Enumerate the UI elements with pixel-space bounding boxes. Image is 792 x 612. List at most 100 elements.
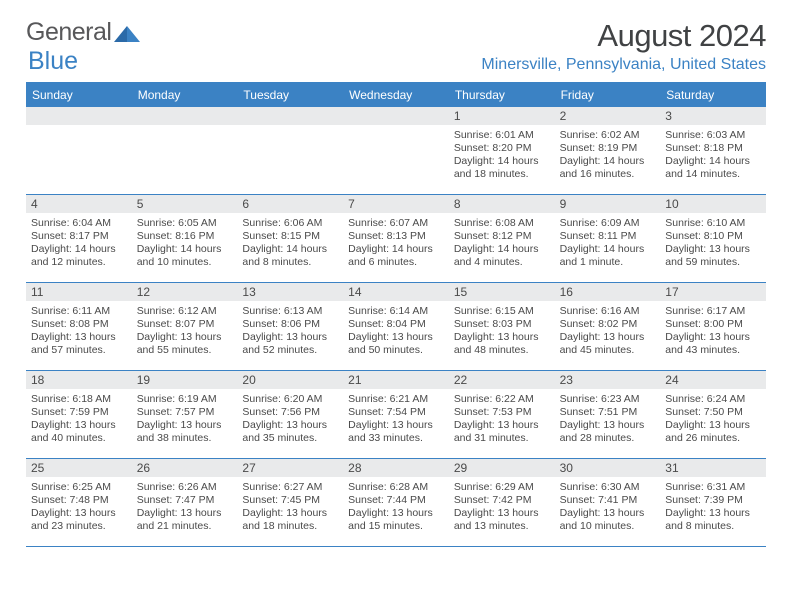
calendar-cell: 10Sunrise: 6:10 AMSunset: 8:10 PMDayligh… xyxy=(660,195,766,283)
day-details: Sunrise: 6:12 AMSunset: 8:07 PMDaylight:… xyxy=(132,301,238,361)
calendar-cell: 27Sunrise: 6:27 AMSunset: 7:45 PMDayligh… xyxy=(237,459,343,547)
calendar-cell xyxy=(132,107,238,195)
day-details: Sunrise: 6:17 AMSunset: 8:00 PMDaylight:… xyxy=(660,301,766,361)
day-details: Sunrise: 6:03 AMSunset: 8:18 PMDaylight:… xyxy=(660,125,766,185)
calendar-cell: 2Sunrise: 6:02 AMSunset: 8:19 PMDaylight… xyxy=(555,107,661,195)
calendar-cell: 14Sunrise: 6:14 AMSunset: 8:04 PMDayligh… xyxy=(343,283,449,371)
logo: General xyxy=(26,18,140,47)
day-number: 8 xyxy=(449,195,555,213)
day-details: Sunrise: 6:01 AMSunset: 8:20 PMDaylight:… xyxy=(449,125,555,185)
calendar-cell xyxy=(26,107,132,195)
month-title: August 2024 xyxy=(481,18,766,54)
header: General August 2024 Minersville, Pennsyl… xyxy=(26,18,766,74)
day-number: 9 xyxy=(555,195,661,213)
weekday-header: Wednesday xyxy=(343,84,449,107)
logo-text-1: General xyxy=(26,18,111,47)
day-details: Sunrise: 6:05 AMSunset: 8:16 PMDaylight:… xyxy=(132,213,238,273)
calendar-cell: 26Sunrise: 6:26 AMSunset: 7:47 PMDayligh… xyxy=(132,459,238,547)
calendar-cell xyxy=(343,107,449,195)
day-number: 15 xyxy=(449,283,555,301)
day-number: 16 xyxy=(555,283,661,301)
day-details: Sunrise: 6:19 AMSunset: 7:57 PMDaylight:… xyxy=(132,389,238,449)
day-number: 6 xyxy=(237,195,343,213)
day-details: Sunrise: 6:23 AMSunset: 7:51 PMDaylight:… xyxy=(555,389,661,449)
calendar: SundayMondayTuesdayWednesdayThursdayFrid… xyxy=(26,82,766,547)
day-number: 29 xyxy=(449,459,555,477)
day-details: Sunrise: 6:14 AMSunset: 8:04 PMDaylight:… xyxy=(343,301,449,361)
calendar-cell: 23Sunrise: 6:23 AMSunset: 7:51 PMDayligh… xyxy=(555,371,661,459)
day-number: 11 xyxy=(26,283,132,301)
location: Minersville, Pennsylvania, United States xyxy=(481,56,766,74)
calendar-cell: 11Sunrise: 6:11 AMSunset: 8:08 PMDayligh… xyxy=(26,283,132,371)
day-number: 14 xyxy=(343,283,449,301)
day-details: Sunrise: 6:22 AMSunset: 7:53 PMDaylight:… xyxy=(449,389,555,449)
calendar-cell: 1Sunrise: 6:01 AMSunset: 8:20 PMDaylight… xyxy=(449,107,555,195)
day-number: 23 xyxy=(555,371,661,389)
day-details: Sunrise: 6:10 AMSunset: 8:10 PMDaylight:… xyxy=(660,213,766,273)
day-number: 13 xyxy=(237,283,343,301)
day-details: Sunrise: 6:06 AMSunset: 8:15 PMDaylight:… xyxy=(237,213,343,273)
day-number: 27 xyxy=(237,459,343,477)
calendar-cell: 18Sunrise: 6:18 AMSunset: 7:59 PMDayligh… xyxy=(26,371,132,459)
weekday-header: Saturday xyxy=(660,84,766,107)
calendar-cell: 20Sunrise: 6:20 AMSunset: 7:56 PMDayligh… xyxy=(237,371,343,459)
calendar-cell: 13Sunrise: 6:13 AMSunset: 8:06 PMDayligh… xyxy=(237,283,343,371)
calendar-cell xyxy=(237,107,343,195)
weekday-header: Thursday xyxy=(449,84,555,107)
day-number: 3 xyxy=(660,107,766,125)
weekday-header: Friday xyxy=(555,84,661,107)
weekday-header: Tuesday xyxy=(237,84,343,107)
weekday-header: Sunday xyxy=(26,84,132,107)
calendar-cell: 3Sunrise: 6:03 AMSunset: 8:18 PMDaylight… xyxy=(660,107,766,195)
calendar-cell: 4Sunrise: 6:04 AMSunset: 8:17 PMDaylight… xyxy=(26,195,132,283)
day-number: 10 xyxy=(660,195,766,213)
day-number: 18 xyxy=(26,371,132,389)
calendar-cell: 19Sunrise: 6:19 AMSunset: 7:57 PMDayligh… xyxy=(132,371,238,459)
calendar-cell: 9Sunrise: 6:09 AMSunset: 8:11 PMDaylight… xyxy=(555,195,661,283)
calendar-cell: 16Sunrise: 6:16 AMSunset: 8:02 PMDayligh… xyxy=(555,283,661,371)
day-number-empty xyxy=(26,107,132,125)
day-details: Sunrise: 6:15 AMSunset: 8:03 PMDaylight:… xyxy=(449,301,555,361)
day-number: 17 xyxy=(660,283,766,301)
day-number: 22 xyxy=(449,371,555,389)
calendar-cell: 7Sunrise: 6:07 AMSunset: 8:13 PMDaylight… xyxy=(343,195,449,283)
calendar-cell: 17Sunrise: 6:17 AMSunset: 8:00 PMDayligh… xyxy=(660,283,766,371)
day-number: 1 xyxy=(449,107,555,125)
day-number: 19 xyxy=(132,371,238,389)
calendar-grid: 1Sunrise: 6:01 AMSunset: 8:20 PMDaylight… xyxy=(26,107,766,547)
day-details: Sunrise: 6:16 AMSunset: 8:02 PMDaylight:… xyxy=(555,301,661,361)
day-details: Sunrise: 6:21 AMSunset: 7:54 PMDaylight:… xyxy=(343,389,449,449)
day-details: Sunrise: 6:31 AMSunset: 7:39 PMDaylight:… xyxy=(660,477,766,537)
day-details: Sunrise: 6:11 AMSunset: 8:08 PMDaylight:… xyxy=(26,301,132,361)
day-number: 21 xyxy=(343,371,449,389)
calendar-cell: 21Sunrise: 6:21 AMSunset: 7:54 PMDayligh… xyxy=(343,371,449,459)
logo-mark-icon xyxy=(114,24,140,44)
day-number: 28 xyxy=(343,459,449,477)
calendar-cell: 12Sunrise: 6:12 AMSunset: 8:07 PMDayligh… xyxy=(132,283,238,371)
calendar-cell: 29Sunrise: 6:29 AMSunset: 7:42 PMDayligh… xyxy=(449,459,555,547)
day-number: 2 xyxy=(555,107,661,125)
day-details: Sunrise: 6:02 AMSunset: 8:19 PMDaylight:… xyxy=(555,125,661,185)
day-details: Sunrise: 6:09 AMSunset: 8:11 PMDaylight:… xyxy=(555,213,661,273)
calendar-cell: 25Sunrise: 6:25 AMSunset: 7:48 PMDayligh… xyxy=(26,459,132,547)
day-details: Sunrise: 6:25 AMSunset: 7:48 PMDaylight:… xyxy=(26,477,132,537)
day-number: 4 xyxy=(26,195,132,213)
calendar-cell: 31Sunrise: 6:31 AMSunset: 7:39 PMDayligh… xyxy=(660,459,766,547)
day-details: Sunrise: 6:29 AMSunset: 7:42 PMDaylight:… xyxy=(449,477,555,537)
day-number-empty xyxy=(343,107,449,125)
calendar-cell: 8Sunrise: 6:08 AMSunset: 8:12 PMDaylight… xyxy=(449,195,555,283)
day-number: 20 xyxy=(237,371,343,389)
day-number: 26 xyxy=(132,459,238,477)
day-number: 24 xyxy=(660,371,766,389)
day-details: Sunrise: 6:26 AMSunset: 7:47 PMDaylight:… xyxy=(132,477,238,537)
day-number: 5 xyxy=(132,195,238,213)
day-details: Sunrise: 6:04 AMSunset: 8:17 PMDaylight:… xyxy=(26,213,132,273)
calendar-cell: 22Sunrise: 6:22 AMSunset: 7:53 PMDayligh… xyxy=(449,371,555,459)
calendar-cell: 28Sunrise: 6:28 AMSunset: 7:44 PMDayligh… xyxy=(343,459,449,547)
weekday-header: Monday xyxy=(132,84,238,107)
day-number: 12 xyxy=(132,283,238,301)
calendar-cell: 5Sunrise: 6:05 AMSunset: 8:16 PMDaylight… xyxy=(132,195,238,283)
weekday-header-row: SundayMondayTuesdayWednesdayThursdayFrid… xyxy=(26,84,766,107)
day-details: Sunrise: 6:07 AMSunset: 8:13 PMDaylight:… xyxy=(343,213,449,273)
day-number: 30 xyxy=(555,459,661,477)
